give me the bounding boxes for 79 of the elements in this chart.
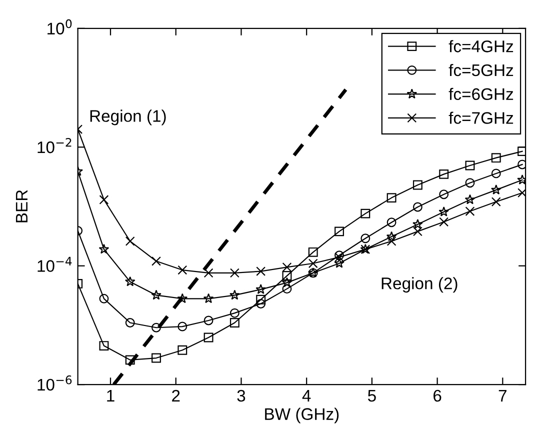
point bbox=[256, 299, 266, 308]
point bbox=[230, 308, 240, 318]
point bbox=[151, 290, 162, 300]
point bbox=[99, 195, 109, 204]
point bbox=[152, 256, 161, 266]
point bbox=[282, 277, 292, 288]
point bbox=[465, 160, 475, 170]
point bbox=[124, 276, 136, 286]
point bbox=[256, 294, 266, 304]
point bbox=[465, 206, 475, 216]
point bbox=[360, 234, 370, 244]
point bbox=[152, 322, 161, 332]
point bbox=[177, 293, 188, 304]
point bbox=[125, 318, 135, 328]
legend-label: fc=6GHz bbox=[448, 88, 514, 100]
point bbox=[465, 178, 475, 188]
point bbox=[412, 218, 423, 229]
point bbox=[518, 146, 526, 156]
y-axis-title: BER bbox=[16, 190, 28, 222]
x-tick-label: 7 bbox=[498, 390, 506, 402]
x-tick-label: 4 bbox=[302, 390, 311, 402]
point bbox=[439, 217, 449, 227]
point bbox=[412, 202, 422, 212]
point bbox=[178, 322, 188, 332]
y-tick-label: 10$^{0}$ bbox=[48, 19, 72, 34]
point bbox=[256, 266, 266, 276]
point bbox=[334, 258, 344, 268]
point bbox=[98, 244, 110, 254]
y-tick-label: 10$^{−6}$ bbox=[38, 375, 72, 391]
point bbox=[99, 294, 109, 304]
x-tick-label: 2 bbox=[172, 390, 180, 402]
point bbox=[99, 341, 109, 351]
point bbox=[438, 206, 450, 216]
point bbox=[386, 218, 396, 228]
legend-label: fc=7GHz bbox=[448, 112, 514, 124]
annotation: Region (2) bbox=[382, 277, 458, 293]
point bbox=[360, 208, 370, 218]
point bbox=[334, 226, 344, 236]
point bbox=[125, 355, 135, 365]
point bbox=[230, 318, 240, 328]
point bbox=[439, 190, 449, 200]
point bbox=[386, 231, 397, 242]
y-tick-label: 10$^{−2}$ bbox=[38, 138, 72, 154]
point bbox=[464, 194, 476, 204]
point bbox=[204, 268, 214, 278]
point bbox=[203, 293, 214, 304]
point bbox=[412, 180, 422, 190]
x-axis-title: BW (GHz) bbox=[265, 408, 339, 424]
point bbox=[439, 169, 449, 179]
point bbox=[204, 316, 214, 326]
point bbox=[204, 332, 214, 342]
y-tick-label: 10$^{−4}$ bbox=[38, 256, 72, 272]
point bbox=[125, 236, 135, 246]
legend-label: fc=4GHz bbox=[448, 40, 514, 52]
annotation: Region (1) bbox=[90, 110, 166, 126]
point bbox=[282, 271, 292, 281]
point bbox=[491, 153, 501, 163]
point bbox=[386, 193, 396, 203]
point bbox=[308, 247, 318, 257]
point bbox=[282, 284, 292, 294]
x-tick-label: 1 bbox=[107, 390, 114, 402]
point bbox=[518, 188, 526, 198]
x-tick-label: 5 bbox=[368, 390, 376, 402]
x-tick-label: 6 bbox=[434, 390, 442, 402]
point bbox=[256, 284, 266, 294]
point bbox=[491, 168, 501, 178]
point bbox=[490, 184, 502, 194]
x-tick-label: 3 bbox=[237, 390, 246, 402]
point bbox=[178, 265, 188, 275]
point bbox=[308, 258, 318, 268]
point bbox=[518, 160, 526, 170]
point bbox=[230, 290, 240, 300]
legend-label: fc=5GHz bbox=[448, 64, 514, 76]
point bbox=[491, 197, 501, 207]
point bbox=[412, 226, 422, 236]
point bbox=[230, 268, 240, 278]
point bbox=[282, 262, 292, 272]
point bbox=[178, 345, 188, 355]
point bbox=[152, 353, 161, 363]
